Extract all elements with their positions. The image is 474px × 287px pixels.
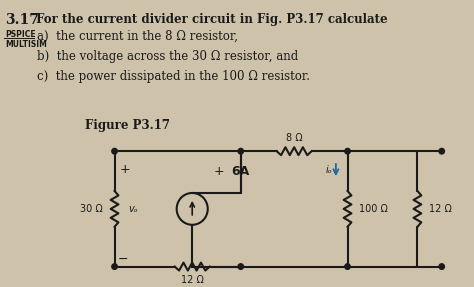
Text: 3.17: 3.17 <box>5 13 39 27</box>
Text: iₒ: iₒ <box>325 165 332 175</box>
Text: 12 Ω: 12 Ω <box>181 275 204 284</box>
Text: For the current divider circuit in Fig. P3.17 calculate: For the current divider circuit in Fig. … <box>32 13 388 26</box>
Text: 6A: 6A <box>231 165 249 178</box>
Circle shape <box>112 264 117 269</box>
Text: 8 Ω: 8 Ω <box>286 133 302 143</box>
Circle shape <box>439 264 445 269</box>
Text: MULTISIM: MULTISIM <box>5 40 47 49</box>
Text: 30 Ω: 30 Ω <box>80 204 103 214</box>
Circle shape <box>345 264 350 269</box>
Text: −: − <box>118 253 128 266</box>
Text: c)  the power dissipated in the 100 Ω resistor.: c) the power dissipated in the 100 Ω res… <box>37 70 310 83</box>
Circle shape <box>112 148 117 154</box>
Text: +: + <box>214 165 225 178</box>
Text: a)  the current in the 8 Ω resistor,: a) the current in the 8 Ω resistor, <box>37 30 238 43</box>
Text: vₒ: vₒ <box>128 204 138 214</box>
Circle shape <box>439 148 445 154</box>
Circle shape <box>238 264 244 269</box>
Circle shape <box>238 148 244 154</box>
Text: b)  the voltage across the 30 Ω resistor, and: b) the voltage across the 30 Ω resistor,… <box>37 50 298 63</box>
Text: 12 Ω: 12 Ω <box>429 204 452 214</box>
Text: Figure P3.17: Figure P3.17 <box>85 119 171 132</box>
Text: 100 Ω: 100 Ω <box>359 204 388 214</box>
Text: +: + <box>119 163 130 176</box>
Text: PSPICE: PSPICE <box>5 30 36 39</box>
Circle shape <box>345 148 350 154</box>
